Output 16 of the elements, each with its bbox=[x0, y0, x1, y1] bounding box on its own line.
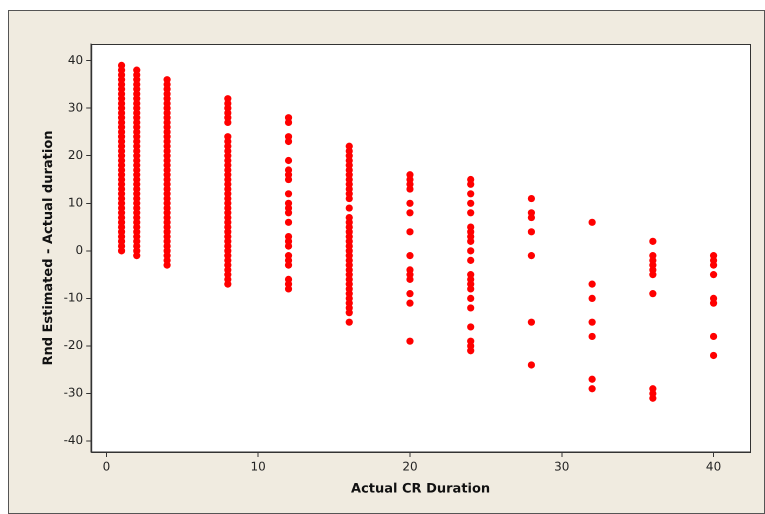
y-tick-label: 10 bbox=[68, 195, 84, 210]
x-tick-label: 40 bbox=[706, 459, 722, 474]
x-tick-label: 0 bbox=[102, 459, 110, 474]
y-tick-label: 30 bbox=[68, 100, 84, 114]
y-tick-label: -20 bbox=[64, 338, 84, 352]
x-axis-title: Actual CR Duration bbox=[351, 482, 490, 497]
y-tick-label: 40 bbox=[68, 52, 84, 67]
x-tick-label: 20 bbox=[402, 459, 418, 474]
x-tick-label: 30 bbox=[554, 459, 570, 474]
x-tick-label: 10 bbox=[250, 459, 266, 474]
y-tick-label: -40 bbox=[64, 433, 84, 448]
y-tick-label: -10 bbox=[64, 290, 84, 305]
y-tick-label: 20 bbox=[68, 148, 84, 162]
y-axis-title: Rnd Estimated - Actual duration bbox=[41, 130, 56, 366]
y-tick-label: 0 bbox=[76, 242, 84, 257]
y-tick-label: -30 bbox=[64, 386, 84, 400]
